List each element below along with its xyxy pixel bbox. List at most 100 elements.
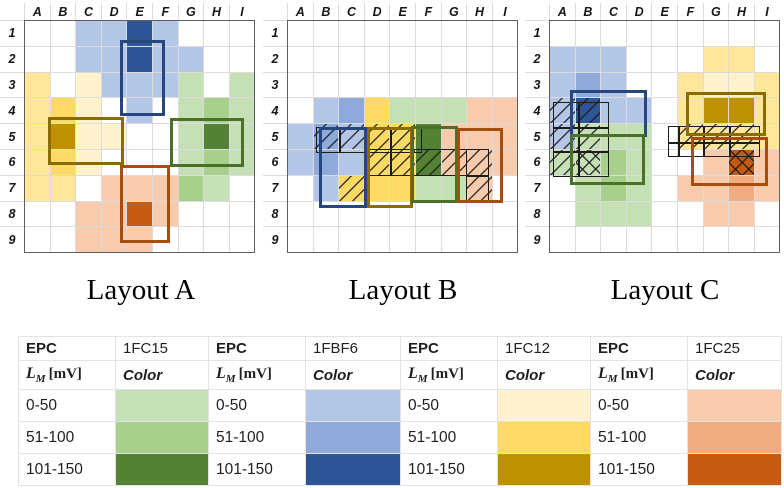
epc-code-1fbf6: 1FBF6 — [305, 336, 401, 361]
cell-E2 — [127, 46, 152, 72]
range-label: 0-50 — [590, 389, 688, 422]
row-header-2: 2 — [0, 46, 24, 72]
cell-E1 — [127, 21, 152, 46]
cell-G9 — [703, 227, 729, 253]
col-header-D: D — [626, 3, 652, 20]
col-header-G: G — [178, 3, 204, 20]
cell-A3 — [288, 72, 313, 98]
color-header: Color — [305, 360, 401, 390]
cell-D3 — [101, 72, 127, 98]
cell-D3 — [626, 72, 652, 98]
col-header-E: E — [390, 3, 415, 20]
cell-A7 — [25, 175, 50, 201]
cell-G7 — [178, 175, 204, 201]
cell-A4 — [288, 98, 313, 124]
range-label: 51-100 — [400, 421, 498, 454]
cell-I9 — [229, 227, 255, 253]
cell-E7 — [390, 175, 415, 201]
cell-B7 — [575, 175, 601, 201]
cell-H3 — [204, 72, 229, 98]
legend-table: EPC 1FC15 EPC 1FBF6 EPC 1FC12 EPC 1FC25 … — [18, 336, 782, 486]
cell-G8 — [178, 201, 204, 227]
cell-D2 — [101, 46, 127, 72]
cell-C8 — [339, 201, 364, 227]
cell-D4 — [364, 98, 390, 124]
range-label: 51-100 — [18, 421, 116, 454]
cell-H6 — [204, 149, 229, 175]
cell-C5 — [601, 124, 626, 149]
cell-F2 — [415, 46, 441, 72]
cell-C3 — [76, 72, 101, 98]
col-header-H: H — [204, 3, 229, 20]
cell-F8 — [152, 201, 178, 227]
cell-B8 — [50, 201, 76, 227]
swatch-yellow-dark — [497, 453, 591, 486]
cell-C9 — [601, 227, 626, 253]
cell-H1 — [204, 21, 229, 46]
cell-F7 — [415, 175, 441, 201]
col-header-H: H — [467, 3, 492, 20]
cell-D2 — [626, 46, 652, 72]
cell-I8 — [229, 201, 255, 227]
cell-D1 — [626, 21, 652, 46]
cell-I8 — [492, 201, 518, 227]
cell-A6 — [550, 149, 575, 175]
cell-E5 — [127, 124, 152, 149]
grid-corner — [0, 3, 24, 20]
cell-H1 — [729, 21, 754, 46]
row-header-2: 2 — [263, 46, 287, 72]
legend-header-row: EPC 1FC15 EPC 1FBF6 EPC 1FC12 EPC 1FC25 — [18, 336, 782, 361]
layout-b-label: Layout B — [348, 274, 458, 306]
row-header-1: 1 — [525, 21, 549, 46]
cell-I1 — [229, 21, 255, 46]
row-header-9: 9 — [525, 227, 549, 253]
cell-D6 — [364, 149, 390, 175]
swatch-orange-dark — [687, 453, 782, 486]
cell-B9 — [313, 227, 339, 253]
cell-F2 — [677, 46, 703, 72]
cell-E5 — [390, 124, 415, 149]
row-header-8: 8 — [263, 201, 287, 227]
cell-A1 — [288, 21, 313, 46]
cell-E3 — [652, 72, 677, 98]
cell-I7 — [754, 175, 780, 201]
cell-A9 — [550, 227, 575, 253]
cell-G5 — [178, 124, 204, 149]
row-header-8: 8 — [0, 201, 24, 227]
cell-A5 — [550, 124, 575, 149]
layout-c-label: Layout C — [610, 274, 720, 306]
cell-I4 — [492, 98, 518, 124]
lm-mv-header: LM [mV] — [590, 360, 688, 390]
col-header-C: C — [601, 3, 626, 20]
cell-G1 — [441, 21, 467, 46]
cell-D7 — [626, 175, 652, 201]
col-header-B: B — [313, 3, 339, 20]
cell-F9 — [152, 227, 178, 253]
cell-C4 — [339, 98, 364, 124]
cell-E8 — [127, 201, 152, 227]
cell-B8 — [575, 201, 601, 227]
range-label: 101-150 — [18, 453, 116, 486]
col-header-F: F — [677, 3, 703, 20]
cell-A3 — [550, 72, 575, 98]
cell-H9 — [204, 227, 229, 253]
cell-D5 — [364, 124, 390, 149]
cell-E2 — [652, 46, 677, 72]
cell-H8 — [729, 201, 754, 227]
cell-A6 — [288, 149, 313, 175]
cell-C6 — [339, 149, 364, 175]
cell-B1 — [50, 21, 76, 46]
cell-E2 — [390, 46, 415, 72]
cell-D4 — [626, 98, 652, 124]
cell-F9 — [677, 227, 703, 253]
cell-C4 — [601, 98, 626, 124]
range-label: 0-50 — [208, 389, 306, 422]
range-label: 0-50 — [400, 389, 498, 422]
cell-C1 — [76, 21, 101, 46]
cell-E8 — [652, 201, 677, 227]
col-header-D: D — [364, 3, 390, 20]
cell-F9 — [415, 227, 441, 253]
cell-G9 — [441, 227, 467, 253]
